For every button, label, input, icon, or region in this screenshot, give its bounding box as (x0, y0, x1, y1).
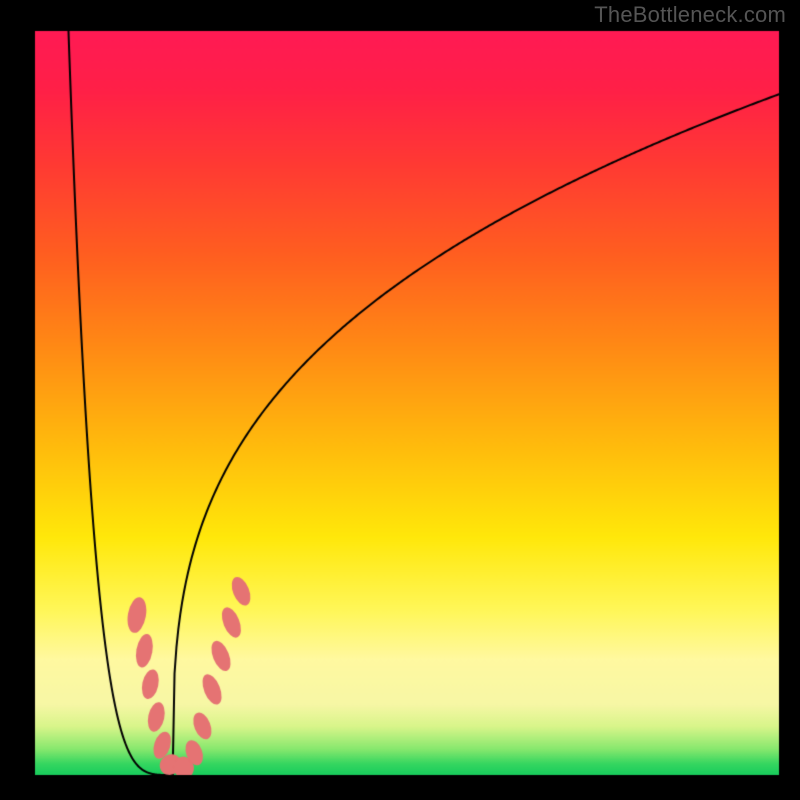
watermark-label: TheBottleneck.com (594, 2, 786, 28)
bottleneck-chart-canvas (0, 0, 800, 800)
chart-stage: TheBottleneck.com (0, 0, 800, 800)
